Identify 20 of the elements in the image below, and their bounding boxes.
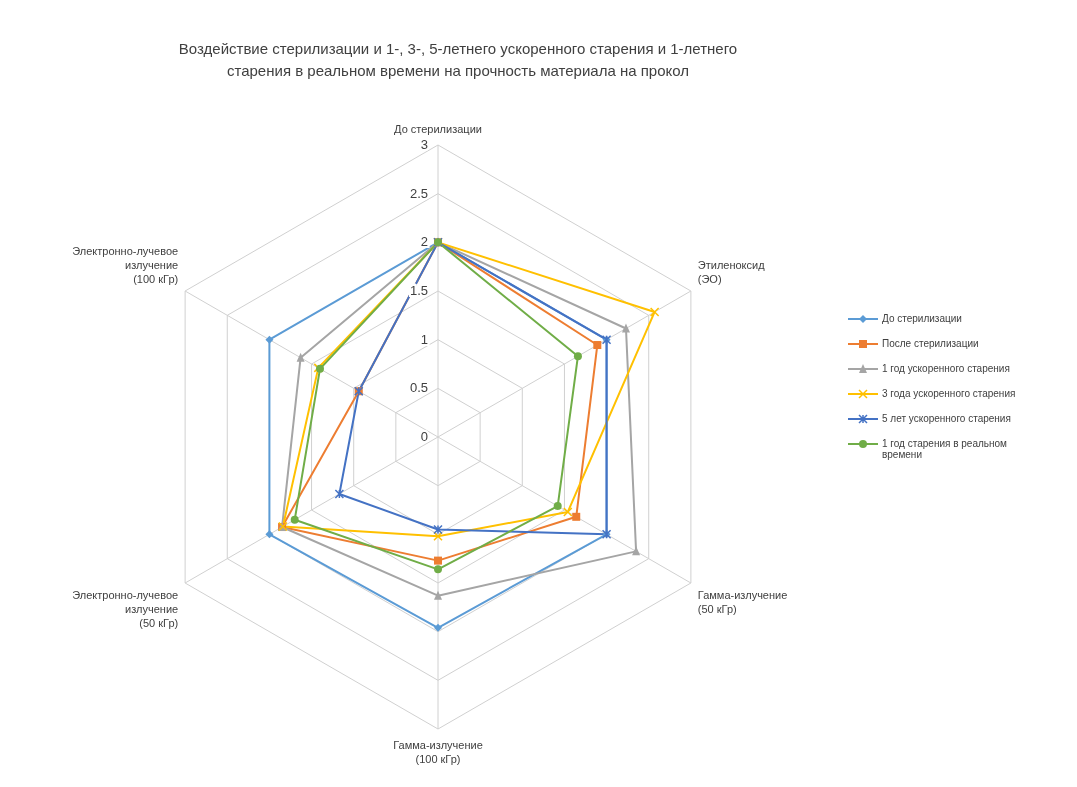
y-tick-label: 3 [420, 137, 428, 152]
spoke-label: Электронно-лучевое излучение (100 кГр) [72, 245, 179, 285]
chart-title: Воздействие стерилизации и 1-, 3-, 5-летнего ускоренного старения и 1-летнего старения в реальном времени на прочность материала на прокол [177, 39, 739, 81]
legend-label: 3 года ускоренного старения [882, 388, 1017, 399]
legend-label: 5 лет ускоренного старения [882, 413, 1012, 424]
y-tick-label: 1.5 [409, 283, 428, 298]
legend-label: 1 год ускоренного старения [882, 363, 1011, 374]
spoke-label: До стерилизации [394, 123, 482, 135]
legend-label: После стерилизации [882, 338, 980, 349]
spoke-label: Электронно-лучевое излучение (50 кГр) [72, 589, 179, 629]
spoke-label: Гамма-излучение (50 кГр) [697, 589, 788, 615]
spoke-label: Этиленоксид (ЭО) [697, 259, 766, 285]
legend-label: До стерилизации [882, 313, 963, 324]
y-tick-label: 1 [420, 331, 428, 347]
y-tick-label: 0.5 [409, 380, 428, 396]
y-tick-label: 2.5 [409, 185, 428, 201]
legend-label: 1 год старения в реальном времени [882, 438, 1008, 460]
y-tick-label: 0 [420, 429, 428, 444]
spoke-label: Гамма-излучение (100 кГр) [393, 739, 483, 765]
y-tick-label: 2 [420, 234, 428, 250]
